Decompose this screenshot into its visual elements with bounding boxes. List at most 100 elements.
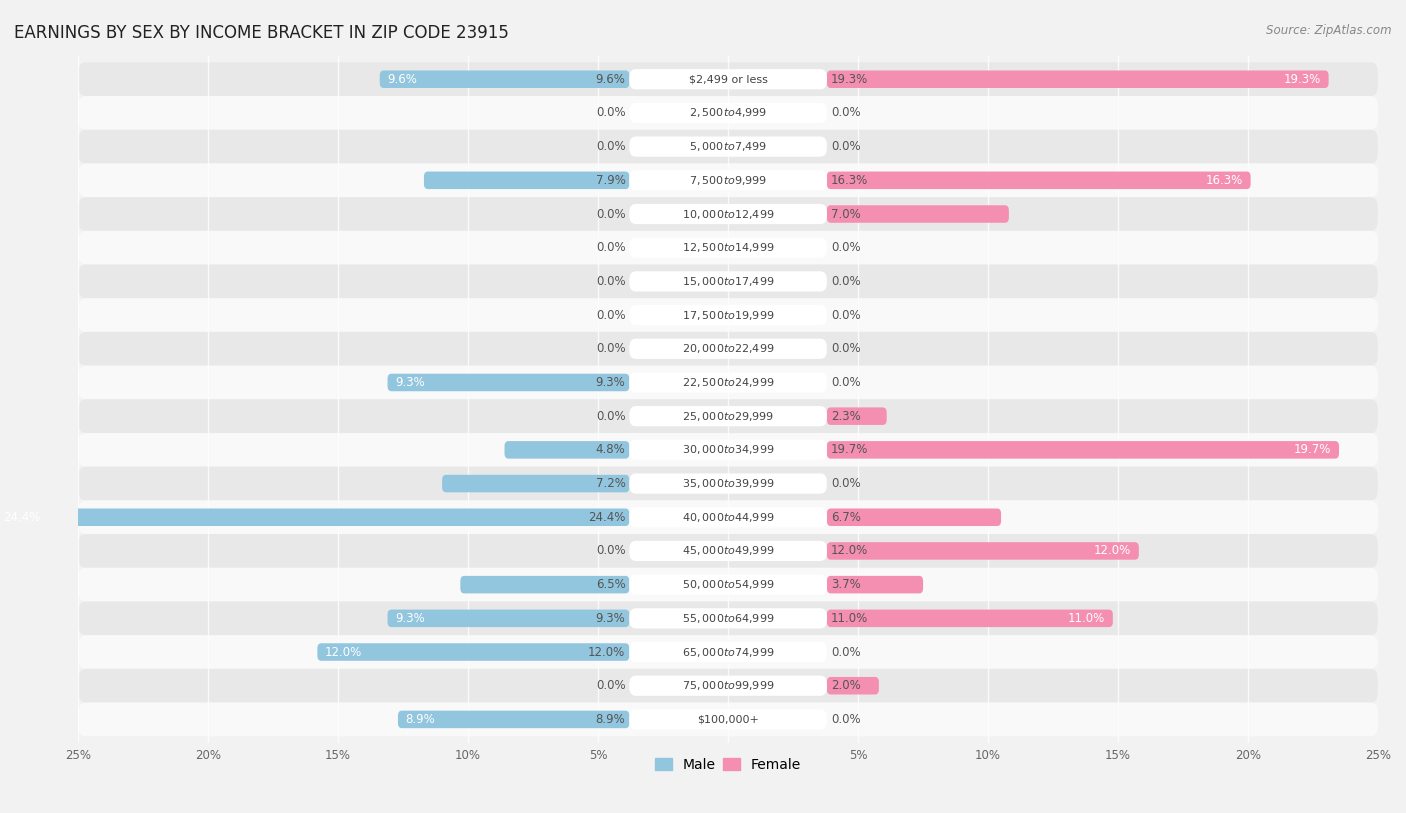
FancyBboxPatch shape (827, 542, 1139, 559)
Text: $20,000 to $22,499: $20,000 to $22,499 (682, 342, 775, 355)
FancyBboxPatch shape (630, 305, 827, 325)
Text: 3.7%: 3.7% (831, 578, 860, 591)
FancyBboxPatch shape (79, 467, 1378, 501)
Text: $75,000 to $99,999: $75,000 to $99,999 (682, 679, 775, 692)
Text: $50,000 to $54,999: $50,000 to $54,999 (682, 578, 775, 591)
Text: 0.0%: 0.0% (596, 679, 626, 692)
FancyBboxPatch shape (79, 669, 1378, 702)
Text: EARNINGS BY SEX BY INCOME BRACKET IN ZIP CODE 23915: EARNINGS BY SEX BY INCOME BRACKET IN ZIP… (14, 24, 509, 42)
Text: 0.0%: 0.0% (831, 241, 860, 254)
Legend: Male, Female: Male, Female (650, 752, 807, 777)
Text: 0.0%: 0.0% (831, 309, 860, 322)
Text: $30,000 to $34,999: $30,000 to $34,999 (682, 443, 775, 456)
FancyBboxPatch shape (827, 71, 1329, 88)
FancyBboxPatch shape (79, 298, 1378, 332)
FancyBboxPatch shape (398, 711, 630, 728)
FancyBboxPatch shape (79, 264, 1378, 298)
Text: 19.3%: 19.3% (1284, 72, 1320, 85)
Text: $17,500 to $19,999: $17,500 to $19,999 (682, 309, 775, 322)
Text: 9.3%: 9.3% (395, 612, 425, 625)
Text: 8.9%: 8.9% (406, 713, 436, 726)
FancyBboxPatch shape (79, 63, 1378, 96)
Text: 0.0%: 0.0% (831, 477, 860, 490)
FancyBboxPatch shape (79, 130, 1378, 163)
Text: 7.9%: 7.9% (596, 174, 626, 187)
FancyBboxPatch shape (630, 642, 827, 662)
FancyBboxPatch shape (79, 231, 1378, 264)
Text: $5,000 to $7,499: $5,000 to $7,499 (689, 140, 768, 153)
FancyBboxPatch shape (79, 332, 1378, 366)
Text: $2,500 to $4,999: $2,500 to $4,999 (689, 107, 768, 120)
Text: $45,000 to $49,999: $45,000 to $49,999 (682, 545, 775, 558)
FancyBboxPatch shape (827, 610, 1112, 627)
FancyBboxPatch shape (79, 366, 1378, 399)
Text: 0.0%: 0.0% (831, 342, 860, 355)
FancyBboxPatch shape (827, 172, 1250, 189)
FancyBboxPatch shape (630, 237, 827, 258)
FancyBboxPatch shape (630, 541, 827, 561)
FancyBboxPatch shape (318, 643, 630, 661)
Text: 11.0%: 11.0% (1067, 612, 1105, 625)
Text: 0.0%: 0.0% (596, 107, 626, 120)
FancyBboxPatch shape (827, 441, 1339, 459)
Text: 0.0%: 0.0% (596, 342, 626, 355)
Text: 9.3%: 9.3% (596, 376, 626, 389)
FancyBboxPatch shape (630, 339, 827, 359)
Text: 9.6%: 9.6% (596, 72, 626, 85)
Text: $12,500 to $14,999: $12,500 to $14,999 (682, 241, 775, 254)
Text: 12.0%: 12.0% (831, 545, 868, 558)
FancyBboxPatch shape (79, 635, 1378, 669)
Text: 8.9%: 8.9% (596, 713, 626, 726)
FancyBboxPatch shape (0, 508, 630, 526)
FancyBboxPatch shape (380, 71, 630, 88)
FancyBboxPatch shape (79, 96, 1378, 130)
Text: $25,000 to $29,999: $25,000 to $29,999 (682, 410, 775, 423)
FancyBboxPatch shape (630, 440, 827, 460)
FancyBboxPatch shape (79, 399, 1378, 433)
Text: 2.0%: 2.0% (831, 679, 860, 692)
FancyBboxPatch shape (630, 272, 827, 292)
FancyBboxPatch shape (630, 709, 827, 729)
FancyBboxPatch shape (630, 507, 827, 528)
FancyBboxPatch shape (441, 475, 630, 493)
Text: 9.3%: 9.3% (395, 376, 425, 389)
Text: 0.0%: 0.0% (831, 107, 860, 120)
Text: 7.0%: 7.0% (831, 207, 860, 220)
Text: 2.3%: 2.3% (831, 410, 860, 423)
FancyBboxPatch shape (79, 534, 1378, 567)
Text: 0.0%: 0.0% (596, 275, 626, 288)
Text: 24.4%: 24.4% (588, 511, 626, 524)
FancyBboxPatch shape (79, 501, 1378, 534)
Text: $22,500 to $24,999: $22,500 to $24,999 (682, 376, 775, 389)
Text: $2,499 or less: $2,499 or less (689, 74, 768, 85)
FancyBboxPatch shape (827, 407, 887, 425)
Text: 19.7%: 19.7% (831, 443, 868, 456)
Text: 16.3%: 16.3% (1205, 174, 1243, 187)
Text: 0.0%: 0.0% (831, 713, 860, 726)
FancyBboxPatch shape (79, 567, 1378, 602)
Text: $55,000 to $64,999: $55,000 to $64,999 (682, 612, 775, 625)
FancyBboxPatch shape (630, 102, 827, 123)
FancyBboxPatch shape (425, 172, 630, 189)
FancyBboxPatch shape (79, 602, 1378, 635)
FancyBboxPatch shape (630, 137, 827, 157)
FancyBboxPatch shape (630, 608, 827, 628)
Text: 19.3%: 19.3% (831, 72, 868, 85)
Text: 9.3%: 9.3% (596, 612, 626, 625)
Text: 19.7%: 19.7% (1294, 443, 1331, 456)
Text: $15,000 to $17,499: $15,000 to $17,499 (682, 275, 775, 288)
Text: 7.2%: 7.2% (596, 477, 626, 490)
FancyBboxPatch shape (79, 433, 1378, 467)
FancyBboxPatch shape (79, 163, 1378, 198)
FancyBboxPatch shape (388, 374, 630, 391)
Text: 0.0%: 0.0% (596, 140, 626, 153)
Text: 0.0%: 0.0% (596, 241, 626, 254)
Text: 12.0%: 12.0% (588, 646, 626, 659)
FancyBboxPatch shape (630, 69, 827, 89)
FancyBboxPatch shape (630, 473, 827, 493)
FancyBboxPatch shape (630, 204, 827, 224)
Text: 0.0%: 0.0% (831, 140, 860, 153)
FancyBboxPatch shape (79, 198, 1378, 231)
FancyBboxPatch shape (630, 575, 827, 595)
Text: 4.8%: 4.8% (596, 443, 626, 456)
